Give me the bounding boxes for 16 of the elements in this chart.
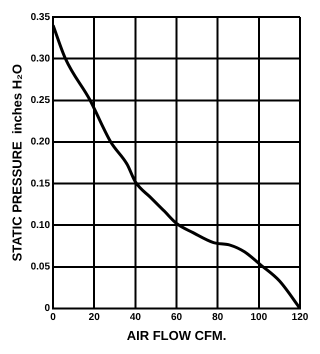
x-tick-label: 60 — [170, 312, 183, 324]
x-tick-label: 100 — [250, 312, 268, 324]
x-tick-label: 20 — [88, 312, 100, 324]
y-tick-label: 0.20 — [30, 136, 50, 148]
y-tick-label: 0.05 — [30, 262, 50, 273]
y-tick-label: 0.15 — [30, 178, 50, 190]
x-tick-label: 80 — [212, 312, 224, 324]
y-tick-label: 0.35 — [30, 12, 50, 23]
y-tick-label: 0.30 — [30, 53, 50, 64]
y-tick-label: 0.10 — [30, 220, 50, 231]
x-tick-label: 40 — [130, 312, 142, 324]
x-tick-label: 120 — [292, 312, 309, 324]
y-tick-label: 0.25 — [30, 95, 50, 106]
y-axis-title: STATIC PRESSURE inches H₂O — [9, 64, 24, 262]
y-tick-label: 0 — [44, 303, 50, 314]
x-axis-title: AIR FLOW CFM. — [126, 328, 226, 343]
